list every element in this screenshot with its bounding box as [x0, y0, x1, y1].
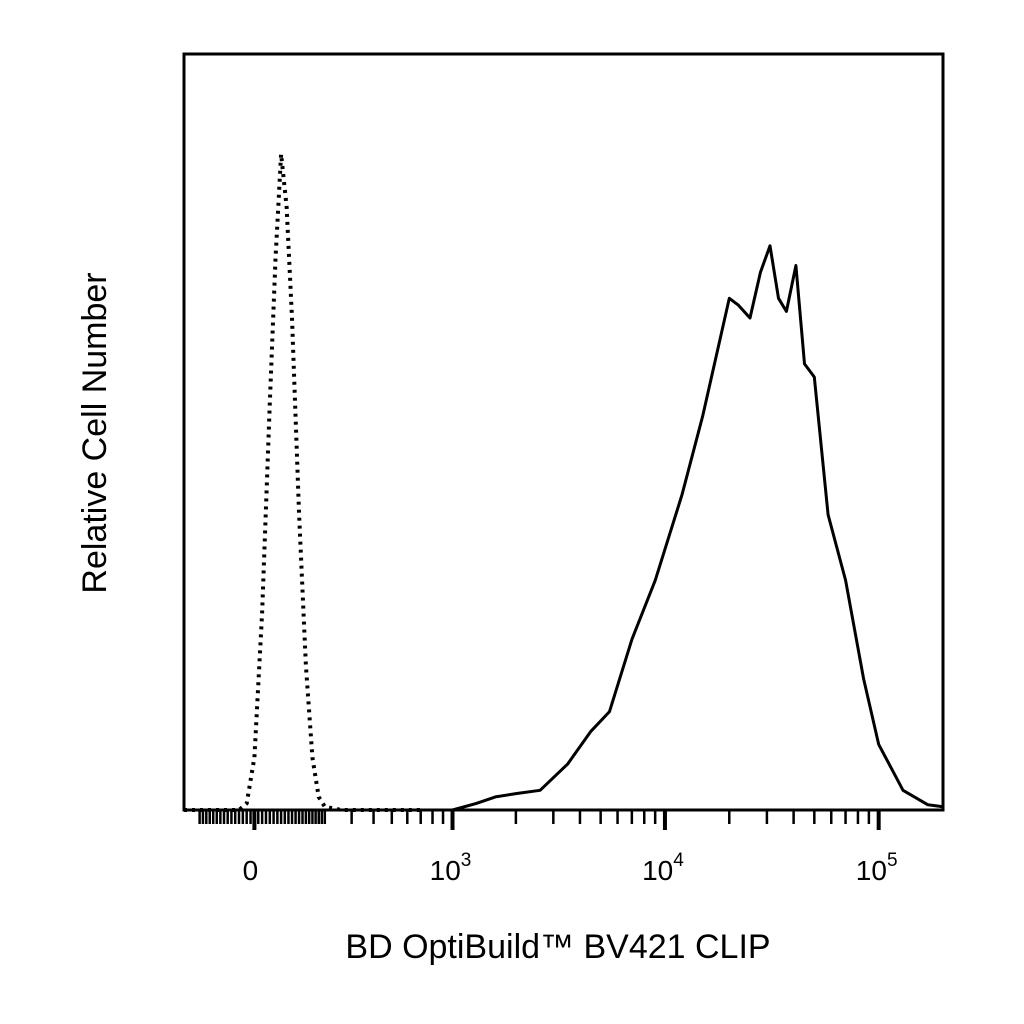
x-tick-label: 0	[243, 855, 259, 886]
x-tick-label: 103	[430, 850, 472, 886]
plot-frame	[182, 52, 945, 812]
series-dotted-line	[184, 152, 421, 812]
x-tick-label: 104	[642, 850, 684, 886]
series-solid-line	[420, 244, 944, 812]
x-axis-tick-labels: 0 103 104 105	[243, 850, 898, 886]
y-axis-label: Relative Cell Number	[76, 272, 114, 593]
x-axis-minor-ticks	[198, 810, 871, 824]
x-tick-label: 105	[856, 850, 898, 886]
x-axis-major-ticks	[252, 810, 881, 830]
x-axis-label: BD OptiBuild™ BV421 CLIP	[345, 928, 770, 966]
series-layer	[184, 152, 944, 812]
